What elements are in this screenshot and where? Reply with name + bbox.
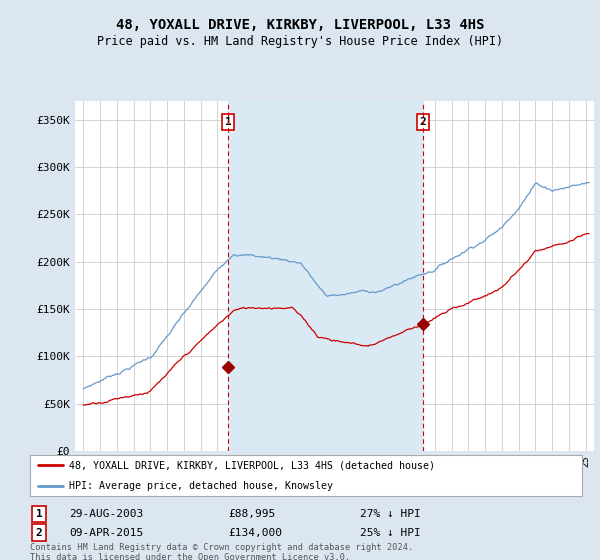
Text: 2: 2	[35, 528, 43, 538]
Text: £134,000: £134,000	[228, 528, 282, 538]
Text: Contains HM Land Registry data © Crown copyright and database right 2024.
This d: Contains HM Land Registry data © Crown c…	[30, 543, 413, 560]
Text: 1: 1	[225, 117, 232, 127]
Text: 27% ↓ HPI: 27% ↓ HPI	[360, 509, 421, 519]
Text: £88,995: £88,995	[228, 509, 275, 519]
Text: 48, YOXALL DRIVE, KIRKBY, LIVERPOOL, L33 4HS (detached house): 48, YOXALL DRIVE, KIRKBY, LIVERPOOL, L33…	[68, 460, 434, 470]
Text: 09-APR-2015: 09-APR-2015	[69, 528, 143, 538]
Text: 29-AUG-2003: 29-AUG-2003	[69, 509, 143, 519]
Text: 48, YOXALL DRIVE, KIRKBY, LIVERPOOL, L33 4HS: 48, YOXALL DRIVE, KIRKBY, LIVERPOOL, L33…	[116, 18, 484, 32]
Text: 1: 1	[35, 509, 43, 519]
Text: Price paid vs. HM Land Registry's House Price Index (HPI): Price paid vs. HM Land Registry's House …	[97, 35, 503, 49]
Text: 25% ↓ HPI: 25% ↓ HPI	[360, 528, 421, 538]
Text: HPI: Average price, detached house, Knowsley: HPI: Average price, detached house, Know…	[68, 480, 332, 491]
Text: 2: 2	[419, 117, 426, 127]
Bar	[228, 101, 423, 451]
